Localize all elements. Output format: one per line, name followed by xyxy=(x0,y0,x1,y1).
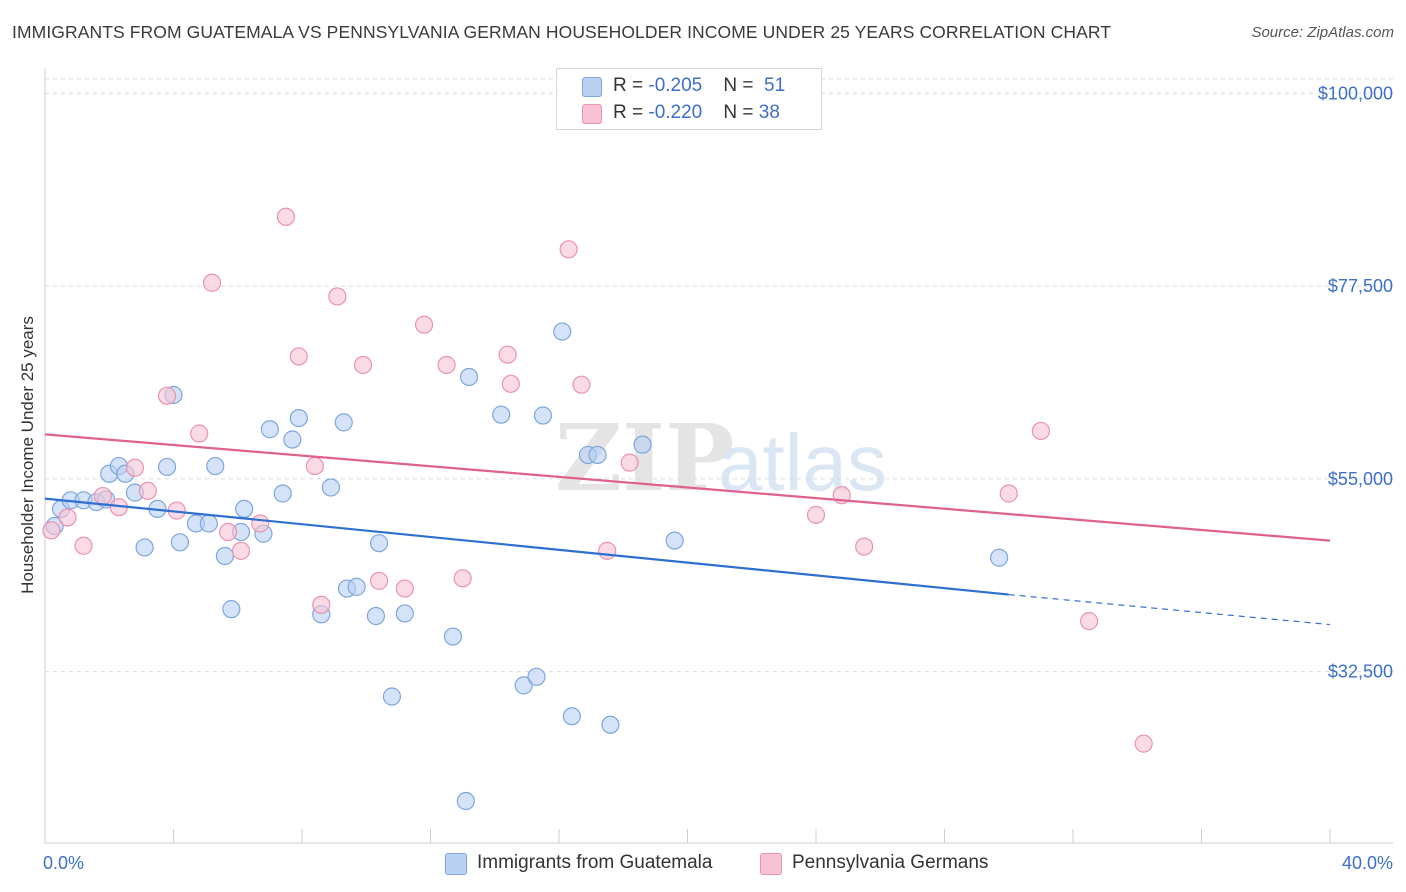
y-tick-label: $32,500 xyxy=(1328,662,1393,682)
point-guatemala xyxy=(533,406,553,425)
point-pa-german xyxy=(559,240,578,259)
point-pa-german xyxy=(498,345,517,364)
point-guatemala xyxy=(321,478,341,497)
point-guatemala xyxy=(562,707,581,726)
point-guatemala xyxy=(553,322,572,341)
point-guatemala xyxy=(514,676,533,695)
point-pa-german xyxy=(620,453,639,472)
point-pa-german xyxy=(999,484,1018,503)
chart-title: IMMIGRANTS FROM GUATEMALA VS PENNSYLVANI… xyxy=(12,22,1112,42)
point-pa-german xyxy=(289,347,308,366)
point-guatemala xyxy=(215,546,234,566)
point-guatemala xyxy=(382,687,402,706)
point-pa-german xyxy=(305,456,324,476)
point-guatemala xyxy=(443,627,463,646)
point-guatemala xyxy=(157,457,177,477)
point-pa-german xyxy=(138,481,157,501)
legend-n-value-guatemala: 51 xyxy=(764,75,786,96)
point-guatemala xyxy=(135,538,154,557)
point-guatemala xyxy=(366,606,385,626)
trendline-pa-german xyxy=(44,433,1331,542)
point-guatemala xyxy=(170,533,190,552)
point-pa-german xyxy=(370,571,389,590)
legend-n-label: N = xyxy=(723,102,759,123)
point-guatemala xyxy=(459,367,479,387)
point-pa-german xyxy=(806,505,826,524)
point-guatemala xyxy=(601,715,620,734)
point-guatemala xyxy=(334,413,353,432)
point-pa-german xyxy=(58,508,77,527)
y-tick-label: $100,000 xyxy=(1318,83,1393,103)
point-guatemala xyxy=(395,604,414,623)
bottom-legend-label-guatemala: Immigrants from Guatemala xyxy=(477,852,713,873)
legend-r-label: R = xyxy=(613,102,649,123)
point-pa-german xyxy=(231,541,251,560)
point-pa-german xyxy=(598,541,617,560)
point-pa-german xyxy=(328,287,347,306)
point-pa-german xyxy=(453,569,472,588)
legend-n-value-pa-german: 38 xyxy=(758,102,780,123)
point-guatemala xyxy=(588,445,607,465)
point-guatemala xyxy=(235,499,254,518)
point-guatemala xyxy=(289,408,308,428)
point-guatemala xyxy=(283,430,302,449)
point-guatemala xyxy=(347,577,366,596)
legend-r-value-pa-german: -0.220 xyxy=(648,102,703,123)
trendline-guatemala-extrapolated xyxy=(1008,593,1331,626)
point-pa-german xyxy=(74,536,93,555)
point-guatemala xyxy=(199,514,218,533)
point-guatemala xyxy=(527,667,546,686)
point-pa-german xyxy=(190,424,209,443)
point-pa-german xyxy=(395,579,414,598)
legend-swatch-blue xyxy=(582,77,602,97)
source-credit: Source: ZipAtlas.com xyxy=(1251,24,1394,41)
trendline-guatemala xyxy=(44,497,1009,596)
bottom-legend-swatch-blue xyxy=(445,853,467,875)
point-guatemala xyxy=(665,531,684,550)
watermark-atlas: atlas xyxy=(718,418,887,507)
legend-r-value-guatemala: -0.205 xyxy=(648,75,703,96)
legend-r-label: R = xyxy=(613,75,649,96)
point-guatemala xyxy=(206,456,225,476)
point-pa-german xyxy=(312,595,331,614)
point-pa-german xyxy=(219,522,238,542)
legend-row-guatemala: R = -0.205 N = 51 xyxy=(557,73,821,101)
point-guatemala xyxy=(260,420,279,439)
point-pa-german xyxy=(157,386,177,405)
point-pa-german xyxy=(353,355,373,375)
point-guatemala xyxy=(990,548,1009,567)
legend-swatch-pink xyxy=(582,104,602,124)
point-pa-german xyxy=(276,207,296,226)
point-pa-german xyxy=(1134,734,1153,753)
point-pa-german xyxy=(42,521,61,540)
legend-row-pa-german: R = -0.220 N = 38 xyxy=(557,100,821,128)
point-pa-german xyxy=(855,537,874,556)
point-guatemala xyxy=(273,484,292,503)
point-guatemala xyxy=(456,791,475,811)
point-pa-german xyxy=(125,458,145,477)
point-pa-german xyxy=(251,514,270,533)
point-pa-german xyxy=(437,355,456,375)
point-guatemala xyxy=(222,600,241,619)
bottom-legend-label-pa-german: Pennsylvania Germans xyxy=(792,852,989,873)
legend-n-label: N = xyxy=(723,75,759,96)
point-pa-german xyxy=(93,486,112,506)
x-tick-label-max: 40.0% xyxy=(1342,853,1393,873)
x-tick-label-min: 0.0% xyxy=(43,853,84,873)
bottom-legend-swatch-pink xyxy=(760,853,782,875)
point-guatemala xyxy=(370,534,389,553)
point-pa-german xyxy=(414,315,434,334)
point-pa-german xyxy=(501,374,520,393)
stats-legend: R = -0.205 N = 51 R = -0.220 N = 38 xyxy=(556,68,822,130)
y-axis-label: Householder Income Under 25 years xyxy=(18,316,37,594)
y-tick-label: $77,500 xyxy=(1328,276,1393,296)
point-pa-german xyxy=(1031,421,1050,441)
point-guatemala xyxy=(492,405,511,424)
y-tick-label: $55,000 xyxy=(1328,469,1393,489)
point-pa-german xyxy=(202,273,222,292)
point-pa-german xyxy=(572,375,591,394)
point-guatemala xyxy=(633,435,652,454)
point-pa-german xyxy=(1079,612,1099,631)
